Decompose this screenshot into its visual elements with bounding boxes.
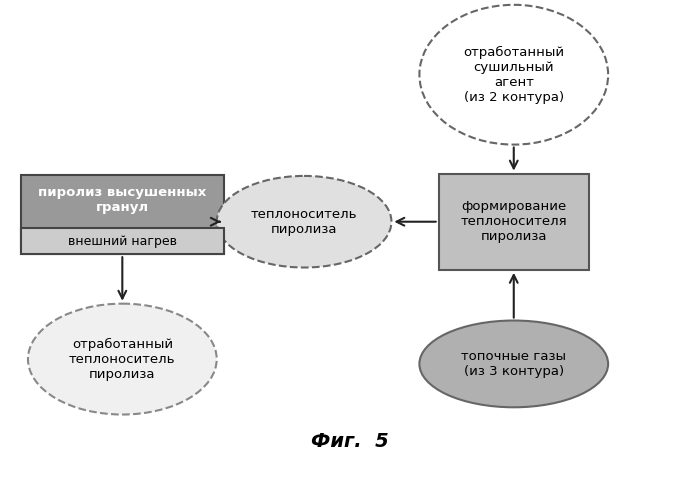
Text: пиролиз высушенных
гранул: пиролиз высушенных гранул (38, 186, 206, 214)
Bar (21, 228, 224, 254)
Text: внешний нагрев: внешний нагрев (68, 235, 177, 247)
Bar (21, 175, 224, 254)
Text: отработанный
сушильный
агент
(из 2 контура): отработанный сушильный агент (из 2 конту… (463, 46, 564, 104)
Text: Фиг.  5: Фиг. 5 (310, 431, 389, 451)
Text: формирование
теплоносителя
пиролиза: формирование теплоносителя пиролиза (461, 200, 567, 243)
Ellipse shape (28, 304, 217, 415)
Bar (439, 174, 589, 270)
Text: топочные газы
(из 3 контура): топочные газы (из 3 контура) (461, 350, 566, 378)
Ellipse shape (419, 5, 608, 145)
Text: теплоноситель
пиролиза: теплоноситель пиролиза (251, 208, 357, 236)
Text: отработанный
теплоноситель
пиролиза: отработанный теплоноситель пиролиза (69, 337, 175, 381)
Ellipse shape (419, 321, 608, 407)
Ellipse shape (217, 176, 391, 268)
